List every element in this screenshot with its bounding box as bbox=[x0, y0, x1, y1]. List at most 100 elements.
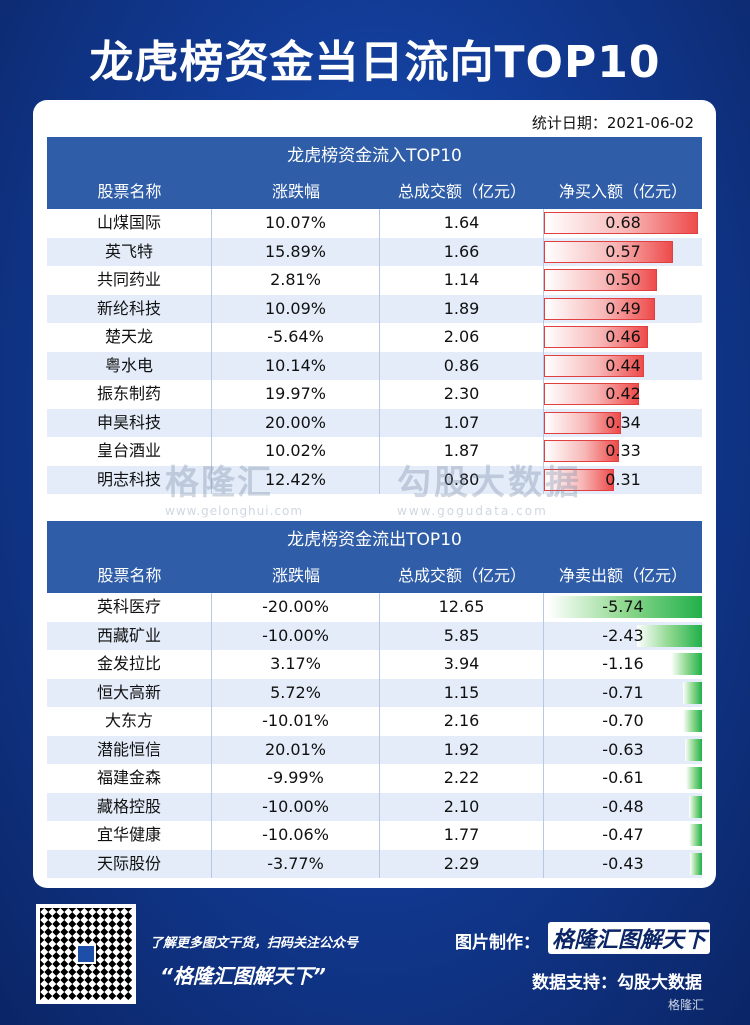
net-amount-cell: -0.70 bbox=[544, 707, 702, 736]
stock-name: 大东方 bbox=[47, 707, 212, 736]
outflow-table: 龙虎榜资金流出TOP10 股票名称 涨跌幅 总成交额（亿元） 净卖出额（亿元） … bbox=[47, 521, 702, 878]
turnover: 2.16 bbox=[380, 707, 544, 736]
stock-name: 粤水电 bbox=[47, 351, 212, 380]
net-amount-cell: 0.68 bbox=[544, 209, 702, 238]
change-pct: -10.00% bbox=[212, 792, 380, 821]
turnover: 2.30 bbox=[380, 380, 544, 409]
net-amount-bar bbox=[544, 354, 644, 377]
outflow-column-headers: 股票名称 涨跌幅 总成交额（亿元） 净卖出额（亿元） bbox=[47, 559, 702, 593]
change-pct: -20.00% bbox=[212, 593, 380, 622]
table-row: 潜能恒信 20.01% 1.92 -0.63 bbox=[47, 735, 702, 765]
stock-name: 藏格控股 bbox=[47, 792, 212, 821]
turnover: 0.80 bbox=[380, 465, 544, 494]
table-row: 明志科技 12.42% 0.80 0.31 bbox=[47, 465, 702, 495]
stat-date: 统计日期：2021-06-02 bbox=[531, 114, 694, 132]
net-amount: 0.33 bbox=[605, 441, 641, 460]
column-header-net-buy: 净买入额（亿元） bbox=[558, 182, 687, 201]
stock-name: 明志科技 bbox=[47, 465, 212, 494]
stock-name: 新纶科技 bbox=[47, 294, 212, 323]
stock-name: 恒大高新 bbox=[47, 678, 212, 707]
net-amount-cell: 0.50 bbox=[544, 266, 702, 295]
net-amount-bar bbox=[685, 767, 702, 789]
change-pct: 12.42% bbox=[212, 465, 380, 494]
table-row: 皇台酒业 10.02% 1.87 0.33 bbox=[47, 437, 702, 466]
change-pct: 19.97% bbox=[212, 380, 380, 409]
stock-name: 福建金森 bbox=[47, 764, 212, 793]
table-row: 大东方 -10.01% 2.16 -0.70 bbox=[47, 707, 702, 736]
table-row: 共同药业 2.81% 1.14 0.50 bbox=[47, 266, 702, 295]
net-amount: 0.50 bbox=[605, 270, 641, 289]
net-amount-cell: -0.61 bbox=[544, 764, 702, 793]
content-card: 统计日期：2021-06-02 龙虎榜资金流入TOP10 股票名称 涨跌幅 总成… bbox=[33, 100, 716, 888]
page-title: 龙虎榜资金当日流向TOP10 bbox=[89, 37, 661, 88]
net-amount-cell: 0.49 bbox=[544, 295, 702, 324]
turnover: 1.87 bbox=[380, 437, 544, 466]
stock-name: 共同药业 bbox=[47, 266, 212, 295]
net-amount: 0.31 bbox=[605, 469, 641, 489]
column-header-name: 股票名称 bbox=[97, 566, 162, 585]
change-pct: -10.00% bbox=[212, 621, 380, 650]
net-amount-cell: -0.63 bbox=[544, 736, 702, 765]
net-amount: -0.48 bbox=[602, 796, 644, 816]
table-row: 粤水电 10.14% 0.86 0.44 bbox=[47, 351, 702, 381]
net-amount-bar bbox=[544, 411, 621, 434]
net-amount-bar bbox=[544, 240, 674, 263]
turnover: 3.94 bbox=[380, 650, 544, 679]
net-amount-bar bbox=[670, 653, 702, 675]
net-amount: 0.68 bbox=[605, 213, 641, 232]
gogudata-watermark: 勾股大数据 www.gogudata.com bbox=[397, 455, 582, 518]
net-amount-cell: -0.43 bbox=[544, 850, 702, 879]
net-amount: -0.43 bbox=[602, 853, 644, 873]
change-pct: -10.06% bbox=[212, 821, 380, 850]
net-amount-bar bbox=[548, 596, 702, 618]
footer-tagline: 了解更多图文干货，扫码关注公众号 bbox=[150, 936, 359, 951]
table-row: 申昊科技 20.00% 1.07 0.34 bbox=[47, 408, 702, 438]
stock-name: 宜华健康 bbox=[47, 821, 212, 850]
stock-name: 楚天龙 bbox=[47, 323, 212, 352]
net-amount-cell: 0.57 bbox=[544, 238, 702, 267]
net-amount-bar bbox=[685, 738, 702, 761]
table-row: 金发拉比 3.17% 3.94 -1.16 bbox=[47, 650, 702, 679]
net-amount-bar bbox=[544, 326, 649, 348]
net-amount: -0.71 bbox=[602, 682, 644, 702]
column-header-change: 涨跌幅 bbox=[271, 182, 320, 201]
net-amount-bar bbox=[683, 710, 702, 732]
stock-name: 英科医疗 bbox=[47, 593, 212, 622]
footer: 了解更多图文干货，扫码关注公众号 “格隆汇图解天下” 图片制作： 格隆汇图解天下… bbox=[0, 888, 750, 1025]
turnover: 1.89 bbox=[380, 294, 544, 323]
net-amount: 0.34 bbox=[605, 412, 641, 432]
turnover: 1.64 bbox=[380, 209, 544, 238]
column-header-turnover: 总成交额（亿元） bbox=[397, 566, 526, 585]
change-pct: -3.77% bbox=[212, 849, 380, 878]
net-amount-cell: 0.34 bbox=[544, 409, 702, 438]
change-pct: -9.99% bbox=[212, 764, 380, 793]
net-amount-cell: 0.33 bbox=[544, 437, 702, 466]
net-amount-cell: -0.48 bbox=[544, 793, 702, 822]
net-amount-bar bbox=[682, 681, 702, 704]
data-support: 数据支持：勾股大数据 bbox=[532, 973, 702, 993]
table-row: 西藏矿业 -10.00% 5.85 -2.43 bbox=[47, 621, 702, 650]
net-amount-cell: 0.46 bbox=[544, 323, 702, 352]
change-pct: -10.01% bbox=[212, 707, 380, 736]
net-amount-bar bbox=[690, 852, 702, 875]
net-amount: -0.63 bbox=[602, 739, 644, 759]
net-amount-cell: -0.71 bbox=[544, 679, 702, 708]
net-amount-cell: 0.31 bbox=[544, 466, 702, 495]
net-amount-cell: -1.16 bbox=[544, 650, 702, 679]
inflow-column-headers: 股票名称 涨跌幅 总成交额（亿元） 净买入额（亿元） bbox=[47, 175, 702, 209]
outflow-table-header: 龙虎榜资金流出TOP10 股票名称 涨跌幅 总成交额（亿元） 净卖出额（亿元） bbox=[47, 521, 702, 593]
column-header-net-sell: 净卖出额（亿元） bbox=[558, 566, 687, 585]
net-amount-bar bbox=[544, 297, 655, 320]
change-pct: 10.07% bbox=[212, 209, 380, 238]
outflow-table-caption: 龙虎榜资金流出TOP10 bbox=[287, 530, 462, 550]
change-pct: 2.81% bbox=[212, 266, 380, 295]
change-pct: 20.00% bbox=[212, 408, 380, 437]
net-amount: 0.42 bbox=[605, 384, 641, 403]
stock-name: 英飞特 bbox=[47, 237, 212, 266]
change-pct: 10.09% bbox=[212, 294, 380, 323]
change-pct: 15.89% bbox=[212, 237, 380, 266]
net-amount-cell: 0.44 bbox=[544, 352, 702, 381]
column-header-turnover: 总成交额（亿元） bbox=[397, 182, 526, 201]
net-amount-cell: 0.42 bbox=[544, 380, 702, 409]
inflow-table-header: 龙虎榜资金流入TOP10 股票名称 涨跌幅 总成交额（亿元） 净买入额（亿元） bbox=[47, 137, 702, 209]
